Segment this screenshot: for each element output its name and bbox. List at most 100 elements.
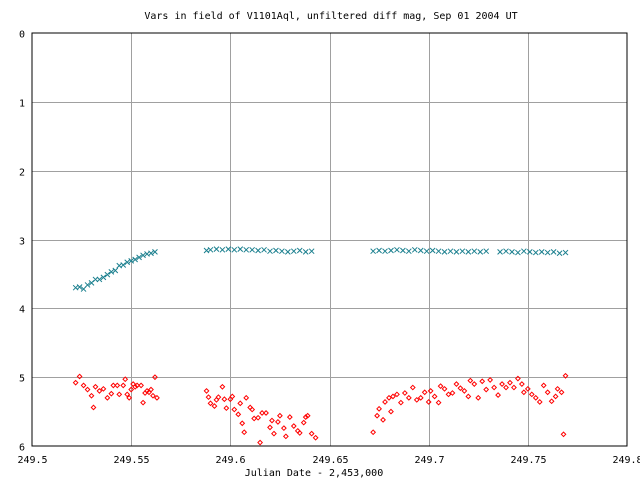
data-point bbox=[560, 431, 567, 438]
data-point bbox=[409, 384, 416, 391]
data-point bbox=[225, 246, 232, 252]
data-point bbox=[552, 393, 559, 400]
data-point bbox=[150, 392, 156, 399]
data-point bbox=[76, 373, 83, 380]
data-point bbox=[536, 399, 543, 405]
x-tick-label: 249.6 bbox=[215, 455, 245, 466]
data-point bbox=[110, 382, 117, 389]
data-point bbox=[128, 386, 135, 393]
data-point bbox=[532, 394, 539, 401]
data-point bbox=[503, 384, 509, 391]
data-point bbox=[477, 249, 484, 255]
data-point bbox=[427, 388, 434, 394]
data-point bbox=[544, 249, 551, 256]
x-tick-label: 249.75 bbox=[510, 455, 546, 466]
data-point bbox=[509, 249, 515, 255]
data-point bbox=[405, 394, 412, 401]
data-point bbox=[532, 249, 539, 256]
data-point bbox=[413, 396, 420, 403]
x-tick-label: 249.65 bbox=[312, 455, 348, 466]
data-point bbox=[136, 254, 142, 261]
data-point bbox=[441, 385, 448, 392]
data-point bbox=[284, 249, 291, 255]
data-point bbox=[457, 385, 464, 392]
data-point bbox=[554, 385, 561, 392]
data-point bbox=[243, 394, 250, 401]
data-point bbox=[90, 404, 97, 411]
data-point bbox=[138, 382, 144, 389]
data-point bbox=[215, 394, 222, 401]
data-point bbox=[277, 412, 283, 419]
data-point bbox=[518, 381, 525, 387]
data-point bbox=[231, 246, 238, 253]
data-point bbox=[152, 374, 158, 381]
data-point bbox=[104, 271, 111, 278]
data-point bbox=[261, 246, 267, 253]
data-point bbox=[449, 390, 456, 396]
data-point bbox=[382, 399, 388, 405]
data-point bbox=[556, 250, 563, 257]
data-point bbox=[100, 385, 107, 392]
data-point bbox=[207, 246, 214, 253]
data-point bbox=[302, 249, 309, 255]
data-point bbox=[76, 284, 83, 290]
variable-star-series bbox=[72, 372, 569, 446]
data-point bbox=[80, 382, 87, 389]
data-point bbox=[132, 383, 139, 390]
data-point bbox=[96, 276, 103, 283]
data-point bbox=[467, 377, 474, 384]
data-point bbox=[235, 411, 242, 418]
data-point bbox=[120, 382, 127, 389]
y-tick-label: 1 bbox=[19, 99, 25, 110]
x-axis-label: Julian Date - 2,453,000 bbox=[245, 468, 383, 479]
data-point bbox=[88, 392, 95, 399]
data-point bbox=[286, 414, 293, 420]
data-point bbox=[499, 381, 505, 387]
data-point bbox=[140, 252, 146, 259]
data-point bbox=[219, 383, 226, 390]
data-point bbox=[425, 399, 432, 405]
data-point bbox=[296, 430, 303, 436]
data-point bbox=[116, 391, 123, 398]
data-point bbox=[237, 400, 244, 407]
data-point bbox=[548, 398, 555, 405]
y-tick-label: 5 bbox=[19, 374, 25, 385]
grid bbox=[32, 33, 627, 446]
data-point bbox=[370, 248, 376, 255]
data-point bbox=[302, 414, 309, 420]
data-point bbox=[429, 247, 436, 254]
data-point bbox=[96, 388, 103, 394]
data-point bbox=[540, 382, 547, 389]
data-point bbox=[400, 247, 406, 254]
data-point bbox=[388, 247, 394, 254]
data-point bbox=[521, 248, 527, 255]
data-point bbox=[108, 268, 115, 275]
axis-ticks: 249.5 249.55 249.6 249.65 249.7 249.75 249.8 0 1… bbox=[17, 30, 640, 467]
data-point bbox=[405, 248, 412, 255]
data-point bbox=[520, 389, 527, 396]
data-point bbox=[124, 259, 131, 266]
data-point bbox=[386, 394, 392, 401]
data-point bbox=[308, 248, 315, 255]
data-point bbox=[120, 262, 127, 268]
data-point bbox=[461, 388, 468, 394]
data-point bbox=[538, 249, 545, 255]
data-point bbox=[562, 372, 569, 379]
data-point bbox=[72, 379, 79, 386]
data-point bbox=[267, 248, 273, 255]
y-tick-label: 2 bbox=[19, 168, 25, 179]
data-point bbox=[479, 378, 486, 385]
data-point bbox=[380, 416, 386, 423]
data-point bbox=[241, 429, 248, 436]
data-point bbox=[511, 384, 517, 391]
y-tick-label: 6 bbox=[19, 443, 25, 454]
data-point bbox=[483, 386, 490, 393]
y-tick-label: 0 bbox=[19, 30, 25, 41]
data-point bbox=[114, 382, 121, 389]
data-point bbox=[269, 417, 275, 424]
data-point bbox=[148, 250, 154, 257]
comparison-star-series bbox=[72, 246, 569, 292]
data-point bbox=[475, 394, 482, 401]
data-point bbox=[257, 439, 263, 446]
